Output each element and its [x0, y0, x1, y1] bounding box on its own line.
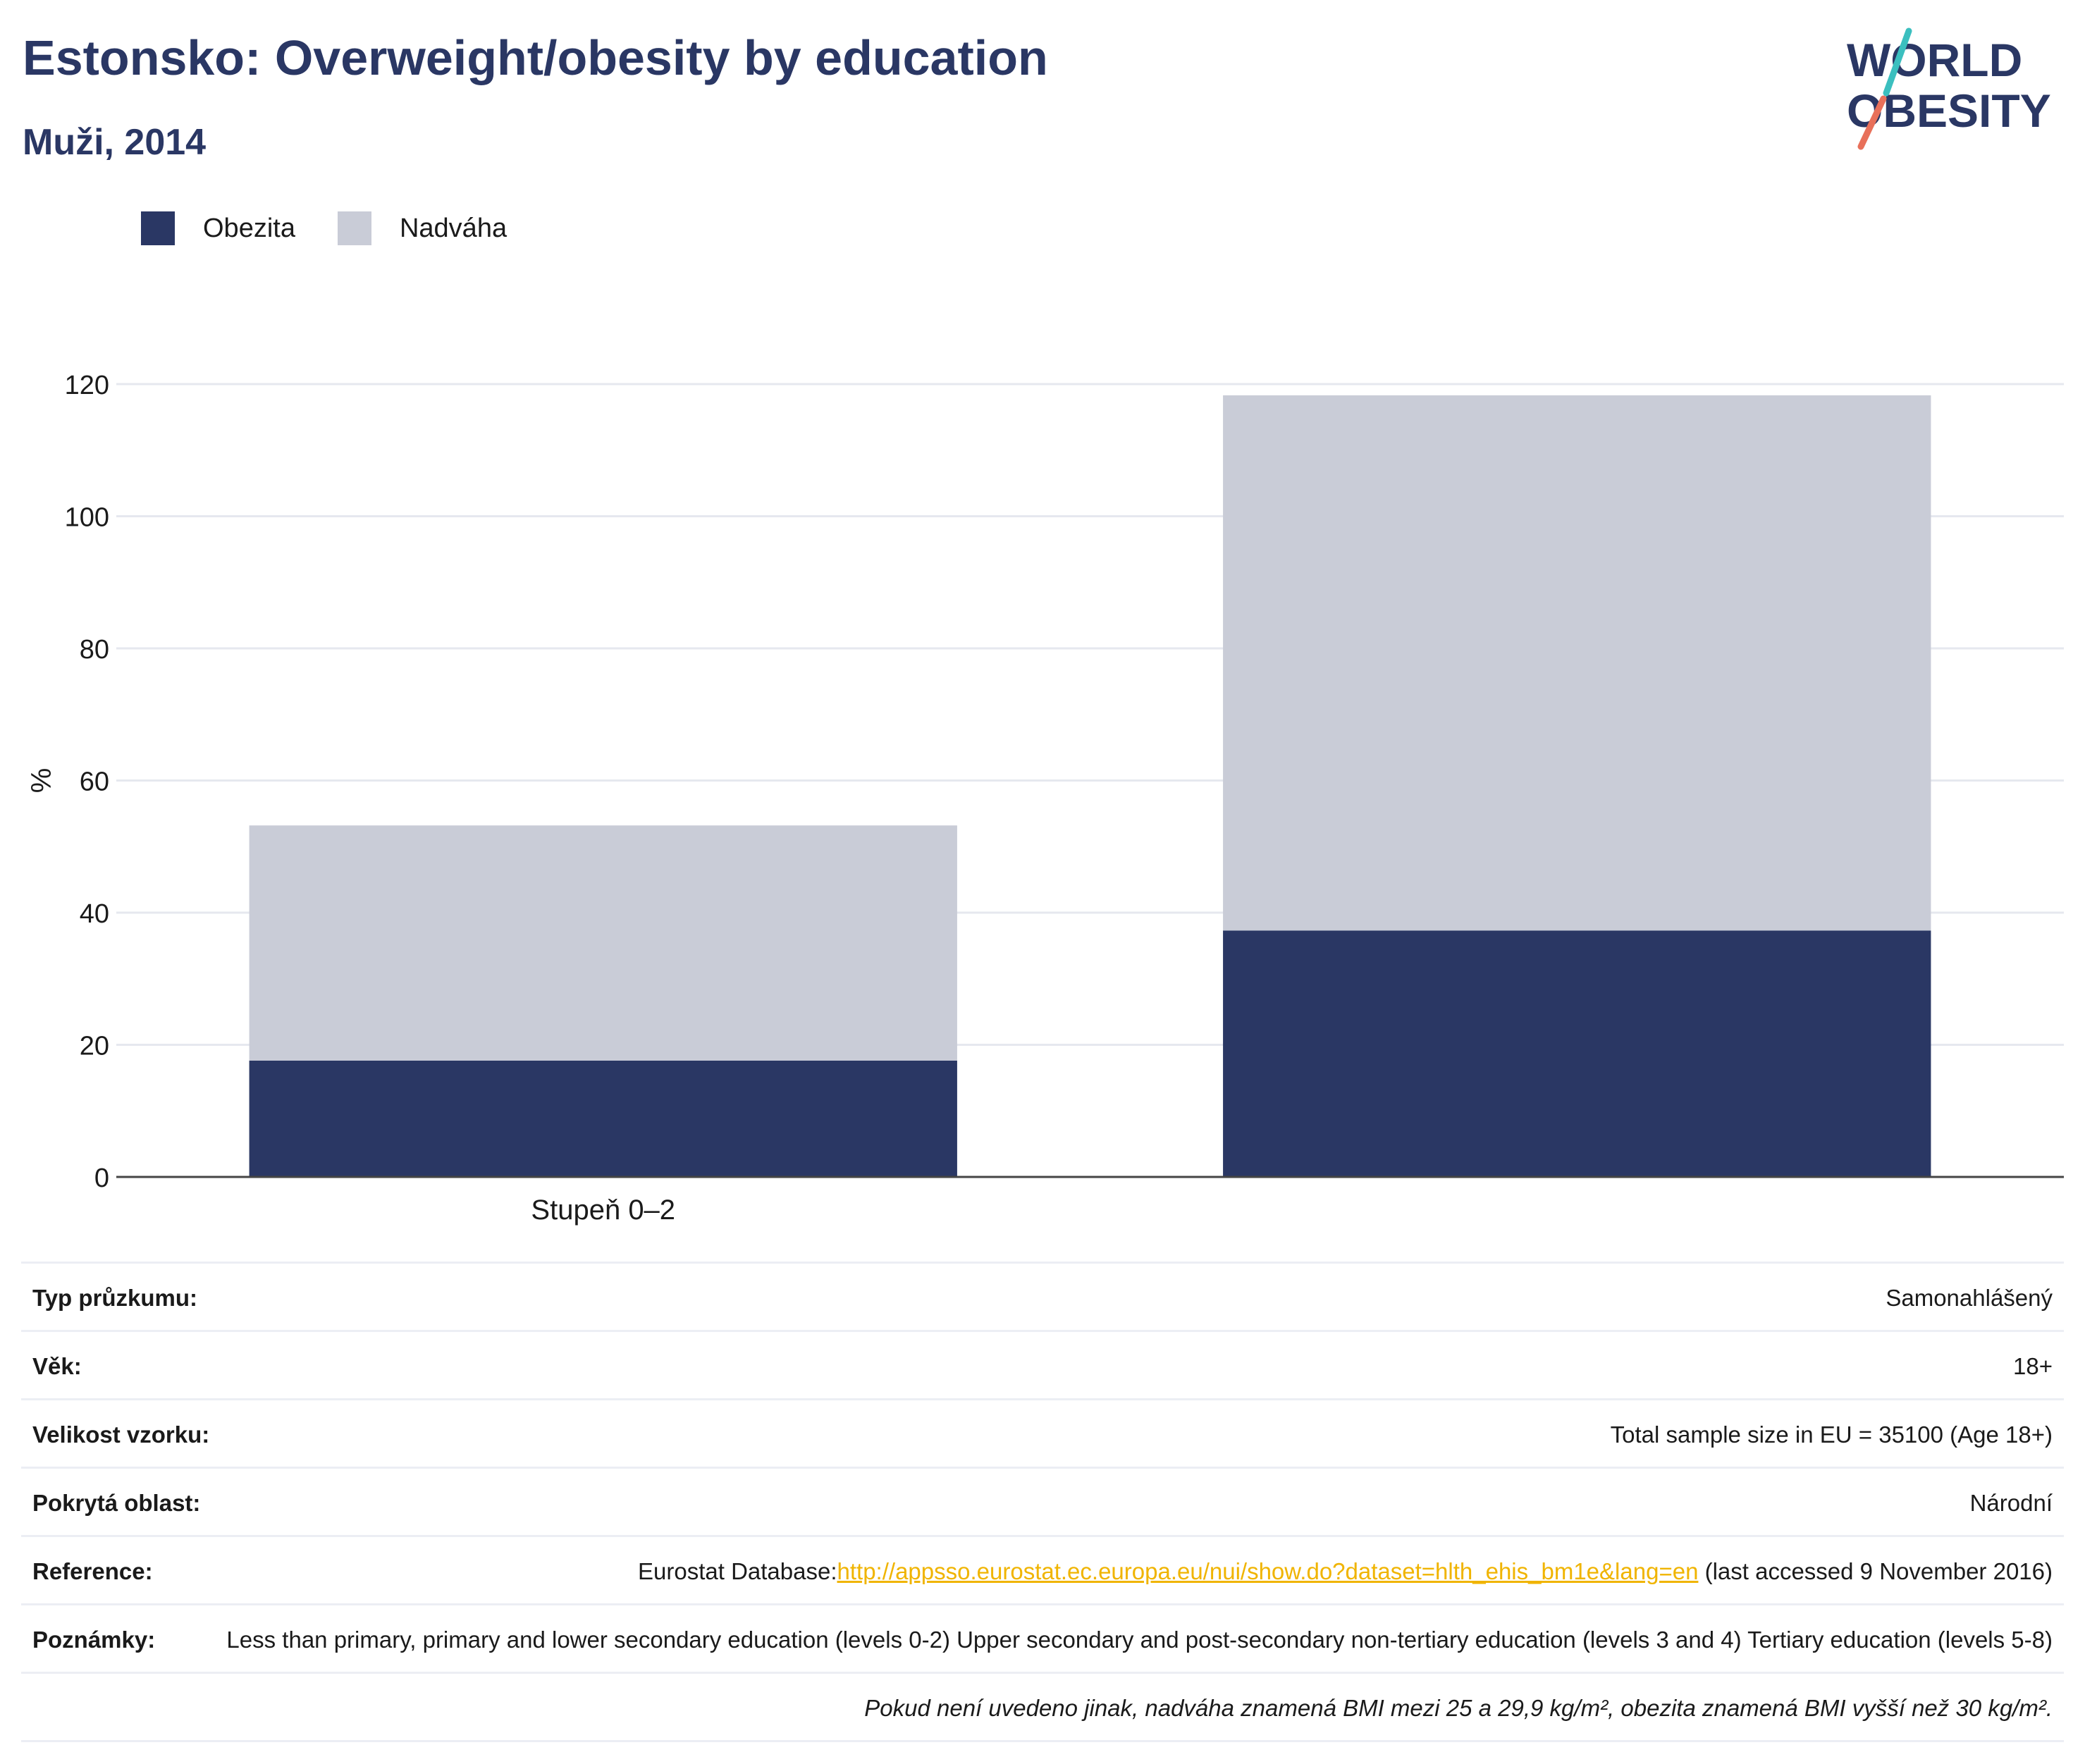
info-value: Národní — [1969, 1490, 2053, 1516]
y-tick-label: 60 — [80, 767, 109, 797]
svg-text:WORLD: WORLD — [1847, 34, 2022, 86]
info-row-notes: Poznámky: Less than primary, primary and… — [21, 1603, 2064, 1672]
bar-overweight — [249, 825, 957, 1061]
y-tick-label: 120 — [65, 371, 109, 400]
info-value: Total sample size in EU = 35100 (Age 18+… — [1610, 1421, 2053, 1448]
bar-obesity — [1223, 930, 1931, 1177]
legend-item-overweight[interactable]: Nadváha — [337, 211, 508, 245]
legend-swatch-overweight — [337, 211, 371, 245]
info-row-age: Věk: 18+ — [21, 1330, 2064, 1398]
x-tick-label: Stupeň 0–2 — [531, 1195, 675, 1226]
info-row-coverage: Pokrytá oblast: Národní — [21, 1467, 2064, 1535]
bar-overweight — [1223, 395, 1931, 931]
y-tick-label: 100 — [65, 503, 109, 533]
info-row-footnote: Pokud není uvedeno jinak, nadváha znamen… — [21, 1672, 2064, 1742]
chart-title: Estonsko: Overweight/obesity by educatio… — [23, 30, 1048, 85]
info-value: 18+ — [2013, 1353, 2053, 1379]
info-label: Poznámky: — [32, 1627, 156, 1653]
chart-subtitle: Muži, 2014 — [23, 122, 207, 163]
bar-obesity — [249, 1061, 957, 1177]
reference-prefix: Eurostat Database: — [638, 1558, 837, 1584]
y-tick-label: 20 — [80, 1032, 109, 1061]
y-tick-label: 40 — [80, 899, 109, 929]
world-obesity-logo: WORLD OBESITY — [1847, 27, 2051, 150]
info-label: Velikost vzorku: — [32, 1421, 210, 1448]
info-row-survey-type: Typ průzkumu: Samonahlášený — [21, 1262, 2064, 1330]
legend-swatch-obesity — [141, 211, 175, 245]
info-table: Typ průzkumu: Samonahlášený Věk: 18+ Vel… — [21, 1262, 2064, 1742]
info-label: Typ průzkumu: — [32, 1285, 198, 1311]
info-label: Reference: — [32, 1558, 153, 1584]
info-row-sample-size: Velikost vzorku: Total sample size in EU… — [21, 1398, 2064, 1467]
y-tick-label: 0 — [94, 1164, 109, 1193]
bar-chart: 0 20 40 60 80 100 120% Stupeň 0–2 — [26, 371, 2064, 1226]
chart-legend: Obezita Nadváha — [141, 211, 549, 245]
legend-label-obesity: Obezita — [203, 213, 295, 243]
footnote: Pokud není uvedeno jinak, nadváha znamen… — [864, 1695, 2053, 1721]
info-value: Less than primary, primary and lower sec… — [226, 1627, 2053, 1653]
info-value: Eurostat Database:http://appsso.eurostat… — [638, 1557, 2053, 1586]
legend-item-obesity[interactable]: Obezita — [141, 211, 295, 245]
info-label: Věk: — [32, 1353, 82, 1379]
info-label: Pokrytá oblast: — [32, 1490, 201, 1516]
reference-suffix: (last accessed 9 November 2016) — [1698, 1558, 2053, 1584]
y-tick-label: 80 — [80, 635, 109, 665]
y-axis-label: % — [26, 768, 57, 794]
info-row-reference: Reference: Eurostat Database:http://apps… — [21, 1535, 2064, 1603]
reference-link[interactable]: http://appsso.eurostat.ec.europa.eu/nui/… — [837, 1558, 1699, 1584]
legend-label-overweight: Nadváha — [399, 213, 508, 243]
info-value: Samonahlášený — [1886, 1285, 2053, 1311]
